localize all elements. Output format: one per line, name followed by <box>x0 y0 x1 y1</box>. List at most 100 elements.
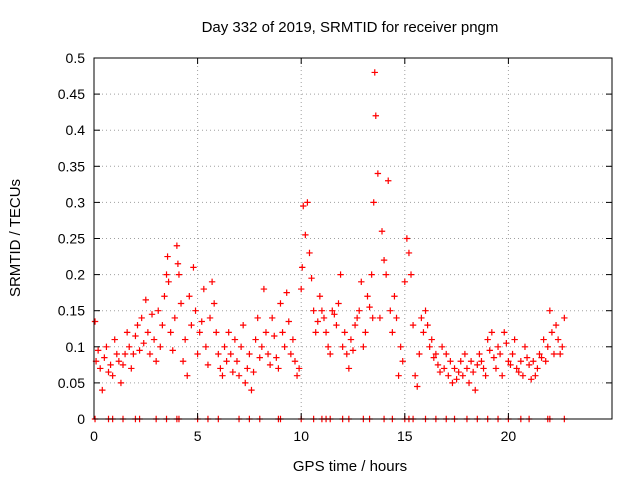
y-tick-label: 0 <box>77 411 85 427</box>
axis-ticks: 0 0.05 0.1 0.15 0.2 0.25 0.3 0.35 0.4 0.45 0.5 0 5 10… <box>58 50 612 444</box>
data-point <box>146 350 154 358</box>
data-point <box>525 361 533 369</box>
data-point <box>173 242 181 249</box>
data-point <box>312 329 319 336</box>
data-point <box>378 228 386 235</box>
y-tick-label: 0.35 <box>58 158 85 174</box>
data-point <box>94 347 102 354</box>
data-point <box>113 350 120 358</box>
data-point <box>521 343 529 350</box>
data-point <box>490 354 498 361</box>
data-point <box>264 350 272 358</box>
x-tick-label: 10 <box>293 428 309 444</box>
data-point <box>414 383 421 390</box>
data-point <box>376 314 384 322</box>
data-point <box>273 354 280 361</box>
data-point <box>484 336 491 343</box>
y-tick-label: 0.45 <box>58 86 85 102</box>
data-point <box>480 365 487 372</box>
data-point <box>101 354 108 361</box>
x-tick-label: 20 <box>501 428 517 444</box>
data-point <box>115 358 123 365</box>
data-point <box>434 361 442 369</box>
data-point <box>167 329 174 336</box>
data-point <box>451 365 458 372</box>
data-point <box>322 329 330 336</box>
data-point <box>204 361 212 369</box>
data-point <box>331 311 338 318</box>
data-point <box>155 307 162 314</box>
data-point <box>370 199 377 206</box>
data-point <box>465 379 473 387</box>
data-point <box>210 300 218 307</box>
data-point <box>306 249 313 257</box>
data-point <box>430 354 438 361</box>
data-point <box>132 332 139 340</box>
data-point <box>299 264 306 271</box>
data-point <box>206 314 214 322</box>
data-point <box>316 293 324 300</box>
data-point <box>148 311 156 318</box>
data-point <box>488 329 496 336</box>
data-point <box>509 350 516 358</box>
y-tick-label: 0.25 <box>58 231 85 247</box>
y-tick-label: 0.5 <box>66 50 86 66</box>
data-point <box>304 199 311 206</box>
data-point <box>258 343 266 350</box>
data-point <box>403 235 411 242</box>
data-point <box>198 318 205 325</box>
data-point <box>467 358 475 365</box>
data-point <box>420 329 427 336</box>
data-point <box>440 365 448 372</box>
data-point <box>353 314 361 322</box>
x-tick-label: 15 <box>397 428 413 444</box>
data-point <box>164 253 171 260</box>
data-point <box>559 343 566 350</box>
data-point <box>227 350 234 358</box>
data-point <box>231 336 239 343</box>
data-point <box>260 285 268 293</box>
data-point <box>237 343 245 350</box>
data-point <box>463 365 471 372</box>
data-point <box>239 321 247 329</box>
data-point <box>320 314 328 322</box>
data-point <box>393 314 400 322</box>
data-point <box>507 361 514 369</box>
data-point <box>389 329 396 336</box>
data-point <box>382 271 390 278</box>
data-point <box>478 358 485 365</box>
data-point <box>492 365 500 372</box>
data-point <box>391 293 398 300</box>
data-point <box>138 314 145 322</box>
y-tick-label: 0.15 <box>58 303 85 319</box>
data-point <box>496 350 504 358</box>
data-point <box>399 358 406 365</box>
data-point <box>369 314 376 322</box>
data-point <box>536 350 543 358</box>
x-axis-label: GPS time / hours <box>293 458 407 475</box>
data-point <box>175 271 183 278</box>
y-tick-label: 0.2 <box>66 267 86 283</box>
y-tick-label: 0.05 <box>58 375 85 391</box>
data-point <box>277 300 284 307</box>
data-point <box>159 321 166 329</box>
data-point <box>242 379 249 387</box>
data-point <box>181 336 189 343</box>
data-point <box>476 350 483 358</box>
data-point <box>486 347 493 354</box>
data-point <box>157 343 164 350</box>
data-point <box>503 339 510 347</box>
data-point <box>252 336 259 343</box>
data-point <box>126 343 133 350</box>
data-point <box>217 365 224 372</box>
data-point <box>329 307 336 314</box>
data-point <box>540 336 547 343</box>
data-point <box>343 350 350 358</box>
data-point <box>358 278 365 286</box>
data-point <box>196 329 203 336</box>
data-point <box>318 307 326 314</box>
data-point <box>293 372 301 379</box>
data-point <box>380 256 388 264</box>
data-point <box>366 303 373 311</box>
data-point <box>472 386 479 394</box>
